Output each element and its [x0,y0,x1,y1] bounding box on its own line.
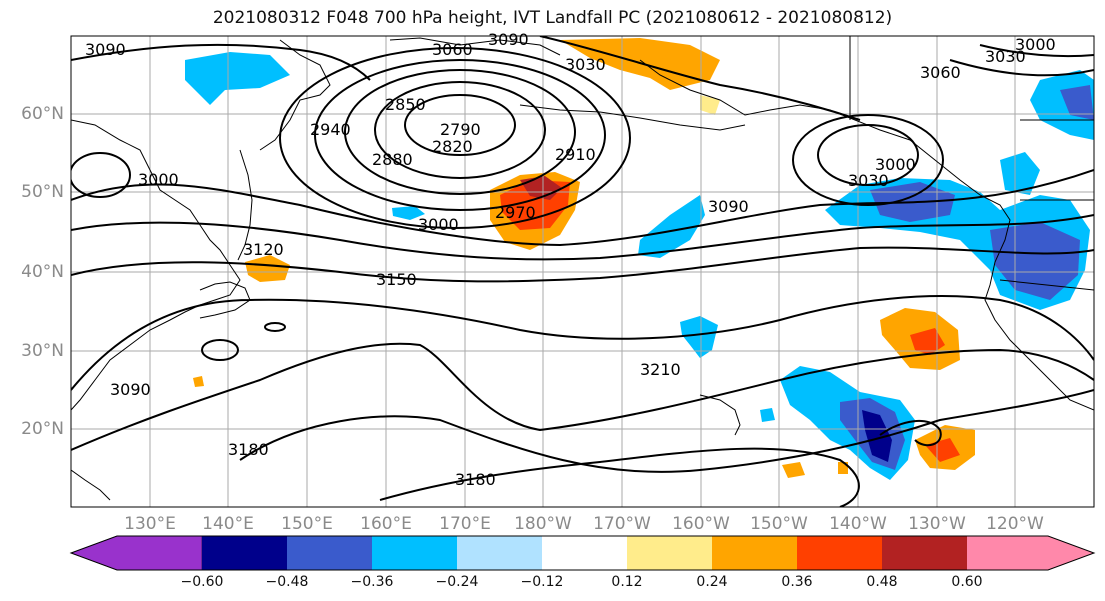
coastlines [71,36,1094,501]
lon-label: 140°W [829,514,887,534]
lat-label: 40°N [21,262,64,282]
colorbar-tick-label: −0.60 [180,574,224,590]
colorbar-tick-label: −0.12 [520,574,564,590]
colorbar-tick-label: 0.60 [951,574,983,590]
contour-label: 3090 [708,197,749,216]
contour-label: 3060 [920,63,961,82]
colorbar-swatch [627,536,712,570]
lat-label: 20°N [21,419,64,439]
lon-label: 120°W [986,514,1044,534]
contour-label: 3030 [848,171,889,190]
map-frame [70,35,1095,508]
contour-label: 3090 [85,40,126,59]
contour-label: 3180 [228,440,269,459]
lon-label: 150°W [750,514,808,534]
contour-label: 2790 [440,120,481,139]
lon-label: 160°W [672,514,730,534]
lon-label: 150°E [281,514,333,534]
contour-label: 3000 [1015,35,1056,54]
contour-label: 2880 [372,150,413,169]
contour-label: 3150 [376,270,417,289]
contour-label: 3180 [455,470,496,489]
lon-label: 130°W [908,514,966,534]
colorbar-swatch [712,536,797,570]
contour-label: 3000 [138,170,179,189]
colorbar-swatch [967,536,1094,570]
colorbar-swatch [542,536,627,570]
colorbar-swatch [457,536,542,570]
colorbar-swatch [287,536,372,570]
contour-label: 3030 [985,47,1026,66]
colorbar-swatch [797,536,882,570]
contour-label: 2970 [495,203,536,222]
contour-label: 3210 [640,360,681,379]
contour-label: 3120 [243,240,284,259]
colorbar-tick-label: 0.24 [696,574,728,590]
graticule [71,36,1094,507]
lon-label: 170°W [593,514,651,534]
lat-label: 30°N [21,341,64,361]
lon-label: 170°E [439,514,491,534]
contour-label: 3090 [488,30,529,49]
colorbar-tick-label: 0.36 [781,574,813,590]
colorbar-tick-label: −0.48 [265,574,309,590]
contour-label: 2820 [432,137,473,156]
colorbar-swatch [202,536,287,570]
lon-label: 130°E [124,514,176,534]
colorbar-tick-label: 0.12 [611,574,643,590]
colorbar-swatch [882,536,967,570]
map-title: 2021080312 F048 700 hPa height, IVT Land… [212,8,893,28]
contour-label: 2850 [385,95,426,114]
lat-label: 50°N [21,182,64,202]
colorbar-swatch [70,535,203,571]
contour-label: 2940 [310,120,351,139]
contour-label: 2910 [555,145,596,164]
contour-label: 3060 [432,40,473,59]
colorbar-tick-label: 0.48 [866,574,898,590]
height-contours [71,36,1094,507]
colorbar-tick-label: −0.24 [435,574,479,590]
lon-label: 140°E [202,514,254,534]
contour-label: 3000 [418,215,459,234]
lat-label: 60°N [21,104,64,124]
colorbar-tick-label: −0.36 [350,574,394,590]
lon-label: 160°E [360,514,412,534]
contour-label: 3030 [565,55,606,74]
lon-label: 180°W [514,514,572,534]
colorbar-outline [69,535,1096,571]
contour-label: 3000 [875,155,916,174]
colorbar [69,535,1096,571]
contour-label: 3090 [110,380,151,399]
colorbar-swatch [372,536,457,570]
contour-label-group: 3090 3060 3090 3030 3000 3030 3060 2850 … [85,30,1056,489]
